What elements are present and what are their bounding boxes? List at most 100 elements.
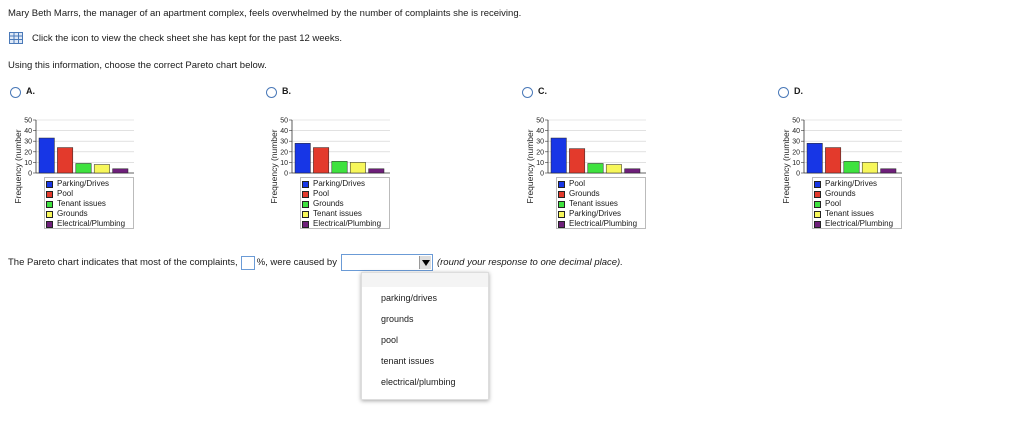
dropdown-blank-option[interactable] <box>362 273 488 287</box>
legend-label: Tenant issues <box>569 199 618 208</box>
legend-frame <box>556 177 646 229</box>
legend-entry: Tenant issues <box>46 199 125 209</box>
dropdown-option-pool[interactable]: pool <box>381 335 399 345</box>
option-label: C. <box>538 86 547 96</box>
option-label: B. <box>282 86 291 96</box>
tick-label: 40 <box>536 128 544 135</box>
legend-entry: Tenant issues <box>558 199 637 209</box>
radio-button[interactable] <box>266 87 277 98</box>
dropdown-option-parking-drives[interactable]: parking/drives <box>381 293 438 303</box>
bar-electrical-plumbing <box>368 168 385 174</box>
legend-label: Tenant issues <box>313 209 362 218</box>
legend-swatch <box>302 180 309 188</box>
legend-label: Parking/Drives <box>313 179 366 188</box>
radio-button[interactable] <box>778 87 789 98</box>
dropdown-option-electrical-plumbing[interactable]: electrical/plumbing <box>381 377 456 387</box>
legend-swatch <box>558 180 565 188</box>
legend-entry: Grounds <box>814 189 893 199</box>
radio-button[interactable] <box>522 87 533 98</box>
tick-label: 40 <box>24 128 32 135</box>
option-label: D. <box>794 86 803 96</box>
legend-frame <box>300 177 390 229</box>
legend-frame <box>44 177 134 229</box>
legend-label: Parking/Drives <box>57 179 110 188</box>
answer-text-before: The Pareto chart indicates that most of … <box>8 257 238 268</box>
tick-label: 30 <box>24 139 32 146</box>
legend-swatch <box>814 220 821 228</box>
y-axis-label: Frequency (number <box>269 129 279 203</box>
legend-swatch <box>558 210 565 218</box>
legend-label: Parking/Drives <box>569 209 622 218</box>
legend-label: Pool <box>57 189 74 198</box>
legend-label: Parking/Drives <box>825 179 878 188</box>
tick-label: 20 <box>24 149 32 156</box>
tick-label: 30 <box>792 139 800 146</box>
bar-electrical-plumbing <box>624 168 641 174</box>
legend-swatch <box>558 200 565 208</box>
bar-electrical-plumbing <box>112 168 129 174</box>
tick-label: 0 <box>28 171 32 178</box>
chart-legend: Parking/Drives Pool Grounds Tenant issues El… <box>302 179 381 229</box>
bar-grounds <box>93 164 110 174</box>
y-axis-label: Frequency (number <box>525 129 535 203</box>
option-label: A. <box>26 86 35 96</box>
bar-grounds <box>569 148 586 174</box>
legend-label: Grounds <box>313 199 344 208</box>
legend-entry: Tenant issues <box>302 209 381 219</box>
legend-swatch <box>814 180 821 188</box>
instruction-text: Using this information, choose the corre… <box>8 60 267 71</box>
legend-entry: Electrical/Plumbing <box>558 219 637 229</box>
legend-label: Pool <box>313 189 330 198</box>
legend-swatch <box>558 190 565 198</box>
tick-label: 10 <box>536 160 544 167</box>
tick-label: 50 <box>792 118 800 125</box>
legend-entry: Electrical/Plumbing <box>302 219 381 229</box>
legend-swatch <box>46 200 53 208</box>
dropdown-option-tenant-issues[interactable]: tenant issues <box>381 356 435 366</box>
tick-label: 20 <box>280 149 288 156</box>
answer-line: The Pareto chart indicates that most of … <box>8 254 623 271</box>
bar-pool <box>550 137 567 174</box>
legend-entry: Grounds <box>46 209 125 219</box>
legend-entry: Parking/Drives <box>46 179 125 189</box>
legend-entry: Parking/Drives <box>814 179 893 189</box>
tick-label: 0 <box>284 171 288 178</box>
dropdown-option-grounds[interactable]: grounds <box>381 314 414 324</box>
legend-entry: Parking/Drives <box>558 209 637 219</box>
cause-select[interactable] <box>340 254 433 271</box>
bar-pool <box>57 147 74 174</box>
bar-electrical-plumbing <box>880 168 897 174</box>
chart-legend: Pool Grounds Tenant issues Parking/Drives El… <box>558 179 637 229</box>
chart-legend: Parking/Drives Pool Tenant issues Grounds El… <box>46 179 125 229</box>
legend-swatch <box>46 210 53 218</box>
rounding-hint: (round your response to one decimal plac… <box>436 257 623 268</box>
bar-tenant-issues <box>75 163 92 174</box>
spreadsheet-icon[interactable] <box>9 32 23 44</box>
bar-parking-drives <box>605 164 622 174</box>
bar-tenant-issues <box>587 163 604 174</box>
check-sheet-link[interactable]: Click the icon to view the check sheet s… <box>32 33 342 44</box>
tick-label: 0 <box>796 171 800 178</box>
tick-label: 30 <box>536 139 544 146</box>
bar-tenant-issues <box>349 162 366 174</box>
dropdown-arrow-icon[interactable] <box>418 256 431 269</box>
legend-entry: Pool <box>46 189 125 199</box>
tick-label: 50 <box>24 118 32 125</box>
legend-frame <box>812 177 902 229</box>
legend-swatch <box>814 190 821 198</box>
tick-label: 10 <box>24 160 32 167</box>
legend-label: Grounds <box>569 189 600 198</box>
y-axis-label: Frequency (number <box>13 129 23 203</box>
legend-label: Grounds <box>57 209 88 218</box>
tick-label: 30 <box>280 139 288 146</box>
tick-label: 40 <box>792 128 800 135</box>
legend-swatch <box>558 220 565 228</box>
legend-swatch <box>302 220 309 228</box>
bar-grounds <box>825 147 842 174</box>
legend-label: Grounds <box>825 189 856 198</box>
radio-button[interactable] <box>10 87 21 98</box>
percent-input[interactable] <box>240 255 255 270</box>
bar-parking-drives <box>294 143 311 174</box>
tick-label: 20 <box>792 149 800 156</box>
